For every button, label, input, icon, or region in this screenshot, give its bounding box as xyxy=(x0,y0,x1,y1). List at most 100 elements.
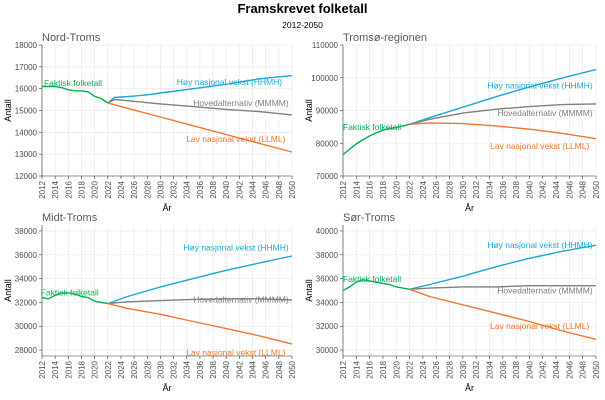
x-tick-label: 2046 xyxy=(262,180,271,198)
y-axis-title: Antall xyxy=(304,279,314,302)
x-tick-label: 2018 xyxy=(379,360,388,378)
x-tick-label: 2036 xyxy=(196,360,205,378)
x-tick-label: 2038 xyxy=(209,180,218,198)
y-tick-label: 34000 xyxy=(15,275,38,284)
x-tick-label: 2032 xyxy=(472,360,481,378)
y-axis-title: Antall xyxy=(3,99,13,122)
x-tick-label: 2024 xyxy=(419,180,428,198)
x-tick-label: 2022 xyxy=(104,180,113,198)
series-line-1 xyxy=(342,279,410,292)
y-axis-title: Antall xyxy=(304,99,314,122)
x-tick-label: 2038 xyxy=(512,360,521,378)
x-tick-label: 2038 xyxy=(209,360,218,378)
x-tick-label: 2030 xyxy=(459,180,468,198)
x-tick-label: 2028 xyxy=(143,180,152,198)
y-tick-label: 110000 xyxy=(312,41,339,50)
x-tick-label: 2050 xyxy=(592,180,601,198)
x-tick-label: 2012 xyxy=(38,180,47,198)
x-axis-title: År xyxy=(163,383,172,393)
x-tick-label: 2042 xyxy=(235,360,244,378)
y-tick-label: 40000 xyxy=(316,227,339,236)
y-tick-label: 32000 xyxy=(316,322,339,331)
x-tick-label: 2046 xyxy=(262,360,271,378)
x-tick-label: 2016 xyxy=(366,360,375,378)
x-tick-label: 2016 xyxy=(64,360,73,378)
y-tick-label: 18000 xyxy=(15,41,38,50)
x-tick-label: 2028 xyxy=(446,180,455,198)
x-tick-label: 2022 xyxy=(406,360,415,378)
x-tick-label: 2030 xyxy=(459,360,468,378)
y-tick-label: 12000 xyxy=(15,172,38,181)
series-label: Hovedalternativ (MMMM) xyxy=(193,294,289,304)
x-tick-label: 2020 xyxy=(91,360,100,378)
panel-title: Midt-Troms xyxy=(42,212,98,224)
x-tick-label: 2042 xyxy=(539,180,548,198)
x-tick-label: 2030 xyxy=(156,360,165,378)
series-line-4 xyxy=(409,288,597,340)
x-tick-label: 2046 xyxy=(565,180,574,198)
x-tick-label: 2040 xyxy=(222,180,231,198)
x-tick-label: 2014 xyxy=(51,360,60,378)
series-line-3 xyxy=(409,285,596,290)
y-tick-label: 14000 xyxy=(15,128,38,137)
series-label: Hovedalternativ (MMMM) xyxy=(193,98,289,108)
x-tick-label: 2018 xyxy=(77,360,86,378)
y-tick-label: 70000 xyxy=(316,172,339,181)
x-tick-label: 2034 xyxy=(183,180,192,198)
x-tick-label: 2048 xyxy=(579,360,588,378)
x-tick-label: 2042 xyxy=(539,360,548,378)
x-tick-label: 2040 xyxy=(525,180,534,198)
series-line-4 xyxy=(409,122,597,140)
series-label: Faktisk folketall xyxy=(343,122,401,132)
y-tick-label: 38000 xyxy=(15,227,38,236)
series-line-4 xyxy=(107,102,293,153)
x-tick-label: 2028 xyxy=(143,360,152,378)
x-axis-title: År xyxy=(163,203,172,213)
y-tick-label: 36000 xyxy=(15,251,38,260)
x-tick-label: 2032 xyxy=(170,180,179,198)
series-line-1 xyxy=(42,85,109,104)
series-line-3 xyxy=(107,98,293,116)
x-tick-label: 2050 xyxy=(288,180,297,198)
x-tick-label: 2016 xyxy=(366,180,375,198)
x-tick-label: 2050 xyxy=(592,360,601,378)
x-tick-label: 2014 xyxy=(51,180,60,198)
series-line-3 xyxy=(409,103,597,125)
x-tick-label: 2044 xyxy=(552,180,561,198)
panel-title: Sør-Troms xyxy=(343,212,396,224)
x-tick-label: 2048 xyxy=(275,360,284,378)
series-line-4 xyxy=(107,302,293,345)
series-label: Faktisk folketall xyxy=(44,78,102,88)
series-label: Lav nasjonal vekst (LLML) xyxy=(186,134,285,144)
panel-2: Tromsø-regionen 70000 80000 90000 100000 1100… xyxy=(304,32,601,213)
series-label: Lav nasjonal vekst (LLML) xyxy=(186,347,285,357)
x-tick-label: 2034 xyxy=(183,360,192,378)
y-tick-label: 17000 xyxy=(15,63,38,72)
chart-subtitle: 2012-2050 xyxy=(282,20,323,30)
y-axis-title: Antall xyxy=(3,279,13,302)
y-tick-label: 100000 xyxy=(311,74,338,83)
series-label: Høy nasjonal vekst (HHMH) xyxy=(487,240,592,250)
y-tick-label: 15000 xyxy=(15,107,38,116)
series-line-2 xyxy=(409,244,597,290)
x-tick-label: 2028 xyxy=(446,360,455,378)
x-tick-label: 2024 xyxy=(117,360,126,378)
series-line-2 xyxy=(107,74,293,104)
series-label: Hovedalternativ (MMMM) xyxy=(497,108,593,118)
x-tick-label: 2036 xyxy=(196,180,205,198)
x-tick-label: 2020 xyxy=(392,180,401,198)
x-tick-label: 2036 xyxy=(499,180,508,198)
series-label: Hovedalternativ (MMMM) xyxy=(497,286,593,296)
y-tick-label: 30000 xyxy=(316,346,339,355)
series-label: Høy nasjonal vekst (HHMH) xyxy=(487,81,592,91)
series-line-2 xyxy=(107,255,293,305)
x-tick-label: 2026 xyxy=(432,360,441,378)
x-tick-label: 2022 xyxy=(104,360,113,378)
panel-3: Midt-Troms 28000 30000 32000 34000 36000 38000… xyxy=(3,212,297,393)
x-tick-label: 2024 xyxy=(419,360,428,378)
x-tick-label: 2034 xyxy=(485,360,494,378)
x-tick-label: 2020 xyxy=(392,360,401,378)
chart-title: Framskrevet folketall xyxy=(237,1,368,16)
